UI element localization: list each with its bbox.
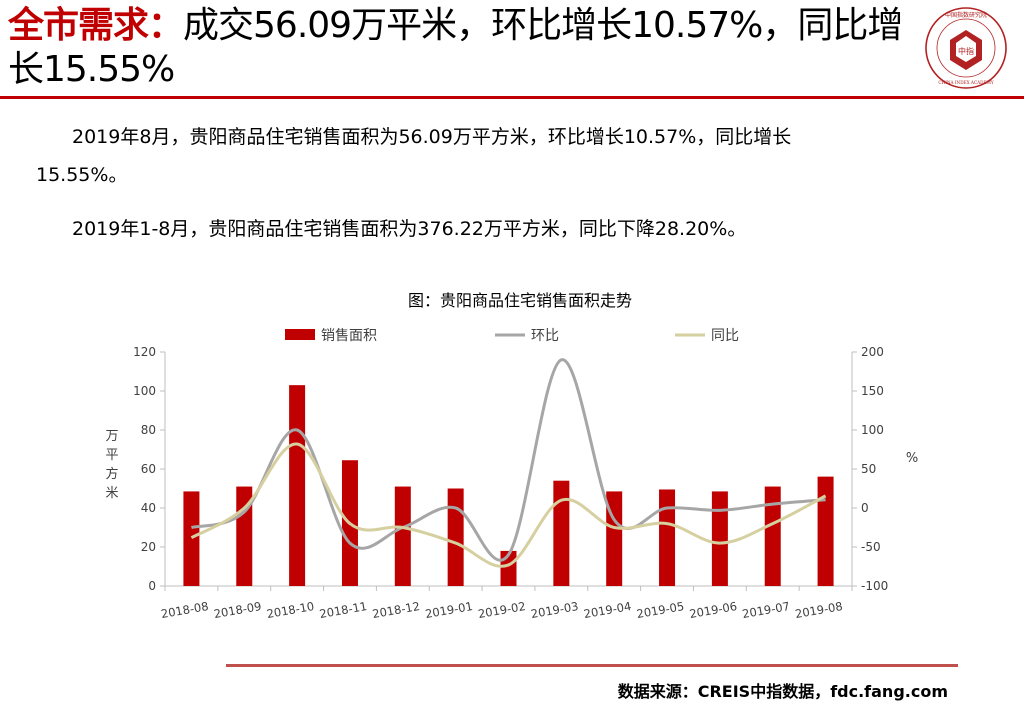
- x-tick-label: 2019-07: [741, 599, 791, 621]
- footer-divider: [226, 664, 958, 667]
- chart-title: 图：贵阳商品住宅销售面积走势: [408, 291, 632, 310]
- left-tick-label: 40: [141, 501, 156, 515]
- title-divider: [0, 96, 1024, 99]
- bar: [183, 491, 200, 586]
- china-index-academy-logo: 中国指数研究院 中指 CHINA INDEX ACADEMY: [925, 7, 1007, 89]
- left-tick-label: 80: [141, 423, 156, 437]
- line-mom: [190, 358, 826, 562]
- paragraph-1-line-2: 15.55%。: [36, 164, 128, 186]
- bar-series: [183, 385, 834, 586]
- x-tick-label: 2019-03: [530, 599, 580, 621]
- bar: [553, 480, 570, 586]
- bar: [764, 486, 781, 586]
- x-tick-label: 2019-06: [688, 599, 738, 621]
- x-tick-label: 2018-12: [371, 599, 421, 621]
- line-yoy: [190, 442, 827, 568]
- left-tick-label: 120: [133, 345, 156, 359]
- x-tick-label: 2019-08: [794, 599, 844, 621]
- left-tick-label: 0: [148, 579, 156, 593]
- right-tick-label: 0: [861, 501, 869, 515]
- x-tick-label: 2019-01: [424, 599, 474, 621]
- paragraph-1-line-1: 2019年8月，贵阳商品住宅销售面积为56.09万平方米，环比增长10.57%，…: [72, 126, 792, 148]
- x-tick-label: 2018-11: [318, 599, 368, 621]
- logo-center-text: 中指: [958, 46, 974, 56]
- bar: [394, 486, 411, 586]
- right-tick-label: -100: [861, 579, 888, 593]
- y-axis-label-char: 米: [105, 486, 118, 501]
- x-tick-label: 2019-02: [477, 599, 527, 621]
- x-tick-label: 2019-05: [635, 599, 685, 621]
- data-source: 数据来源：CREIS中指数据，fdc.fang.com: [617, 682, 948, 701]
- left-tick-label: 100: [133, 384, 156, 398]
- chart-legend: 销售面积 环比 同比: [285, 328, 739, 344]
- right-tick-label: 100: [861, 423, 884, 437]
- logo-bottom-text: CHINA INDEX ACADEMY: [938, 80, 994, 85]
- right-tick-label: -50: [861, 540, 881, 554]
- left-tick-label: 60: [141, 462, 156, 476]
- bar: [659, 489, 676, 586]
- line-series: [190, 358, 827, 568]
- y2-axis-label: %: [906, 451, 918, 466]
- sales-area-chart: 图：贵阳商品住宅销售面积走势 销售面积 环比 同比 0 20 40 60 80 100 120 -…: [105, 291, 918, 621]
- left-tick-label: 20: [141, 540, 156, 554]
- legend-swatch-bar: [285, 329, 315, 340]
- bar: [817, 476, 834, 586]
- title-highlight: 全市需求：: [8, 5, 184, 46]
- bar: [289, 385, 306, 586]
- y-axis-label-char: 方: [105, 466, 118, 482]
- right-tick-label: 200: [861, 345, 884, 359]
- legend-label: 环比: [531, 328, 559, 344]
- x-tick-label: 2018-10: [266, 599, 316, 621]
- legend-label: 同比: [711, 328, 739, 344]
- y-axis-label-char: 万: [105, 429, 118, 444]
- y-axis-label-char: 平: [105, 448, 118, 463]
- legend-label: 销售面积: [321, 328, 377, 344]
- right-tick-label: 50: [861, 462, 876, 476]
- x-tick-label: 2019-04: [583, 599, 633, 621]
- bar: [711, 491, 728, 586]
- x-tick-label: 2018-09: [213, 599, 263, 621]
- x-tick-label: 2018-08: [160, 599, 210, 621]
- title-text: 成交56.09万平米，环比增长10.57%，同比增长15.55%: [8, 5, 903, 90]
- page-title: 全市需求：成交56.09万平米，环比增长10.57%，同比增长15.55%: [8, 4, 908, 92]
- right-tick-label: 150: [861, 384, 884, 398]
- logo-top-text: 中国指数研究院: [945, 11, 987, 19]
- paragraph-2: 2019年1-8月，贵阳商品住宅销售面积为376.22万平方米，同比下降28.2…: [72, 218, 747, 240]
- bar: [447, 488, 464, 586]
